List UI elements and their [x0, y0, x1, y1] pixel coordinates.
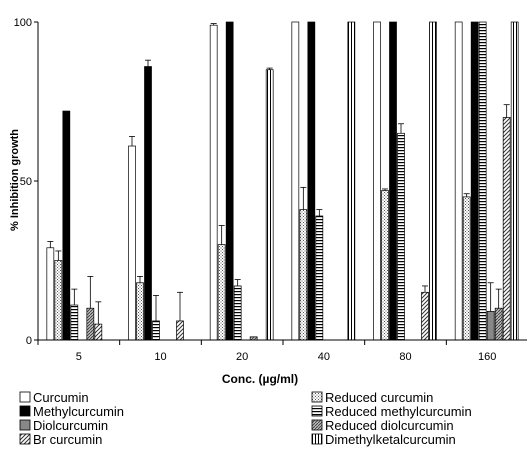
x-tick-label: 160 — [478, 351, 496, 363]
bar-br-curcumin-10 — [176, 320, 184, 341]
bar-dimethylketalcurcumin-160 — [510, 21, 519, 341]
bars-layer — [46, 21, 519, 341]
y-tick-label: 0 — [26, 335, 32, 347]
bar-methylcurcumin-20 — [225, 21, 234, 341]
bar-diolcurcumin-160 — [486, 311, 495, 341]
bar-reduced-curcumin-10 — [136, 282, 144, 341]
legend-entry: Diolcurcumin — [33, 418, 108, 433]
legend-swatch — [19, 391, 31, 403]
legend-swatch — [311, 419, 323, 431]
bar-dimethylketalcurcumin-20 — [265, 69, 274, 341]
bar-reduced-methylcurcumin-160 — [478, 21, 487, 341]
x-tick-label: 5 — [76, 351, 82, 363]
legend-entry: Methylcurcumin — [33, 404, 124, 419]
legend-entry: Curcumin — [33, 390, 89, 405]
bar-reduced-methylcurcumin-80 — [397, 132, 405, 341]
y-tick-label: 50 — [20, 176, 32, 188]
legend-entry: Reduced methylcurcumin — [325, 404, 472, 419]
bar-curcumin-80 — [373, 21, 381, 341]
bar-curcumin-40 — [291, 21, 300, 341]
x-tick-label: 20 — [236, 351, 248, 363]
axes-layer: 0 50 100 5 10 20 40 80 160 — [14, 17, 527, 363]
bar-curcumin-5 — [46, 247, 55, 341]
x-tick-label: 80 — [399, 351, 411, 363]
legend-entry: Br curcumin — [33, 432, 102, 447]
bar-curcumin-20 — [209, 24, 218, 341]
legend-entry: Dimethylketalcurcumin — [325, 432, 456, 447]
bar-br-curcumin-5 — [94, 323, 103, 341]
bar-methylcurcumin-40 — [307, 21, 316, 341]
legend: Curcumin Reduced curcumin Methylcurcumin Re… — [19, 390, 472, 447]
bar-methylcurcumin-5 — [62, 110, 71, 341]
legend-swatch — [311, 405, 323, 417]
bar-reduced-diolcurcumin-5 — [86, 307, 95, 341]
bar-reduced-diolcurcumin-160 — [494, 307, 503, 341]
bar-br-curcumin-80 — [421, 291, 429, 341]
bar-reduced-curcumin-80 — [381, 190, 389, 341]
y-tick-label: 100 — [14, 17, 32, 29]
bar-reduced-curcumin-40 — [299, 209, 308, 341]
legend-swatch — [311, 391, 323, 403]
legend-swatch — [19, 405, 31, 417]
bar-reduced-methylcurcumin-5 — [70, 304, 79, 341]
bar-reduced-curcumin-5 — [54, 260, 63, 341]
bar-dimethylketalcurcumin-40 — [347, 21, 356, 341]
bar-br-curcumin-160 — [502, 117, 511, 341]
bar-reduced-methylcurcumin-10 — [152, 320, 160, 341]
bar-curcumin-160 — [454, 21, 463, 341]
bar-methylcurcumin-10 — [144, 66, 152, 341]
legend-swatch — [19, 433, 31, 445]
x-axis-label: Conc. (µg/ml) — [222, 372, 298, 386]
bar-methylcurcumin-80 — [389, 21, 397, 341]
y-axis-label: % Inhibition growth — [9, 129, 21, 231]
bar-reduced-methylcurcumin-20 — [233, 285, 242, 341]
x-tick-label: 10 — [154, 351, 166, 363]
bar-methylcurcumin-160 — [470, 21, 479, 341]
bar-curcumin-10 — [128, 145, 136, 341]
bar-reduced-curcumin-20 — [217, 244, 226, 341]
legend-entry: Reduced diolcurcumin — [325, 418, 454, 433]
x-tick-label: 40 — [318, 351, 330, 363]
bar-dimethylketalcurcumin-80 — [429, 21, 437, 341]
bar-reduced-curcumin-160 — [462, 196, 471, 341]
bar-reduced-methylcurcumin-40 — [315, 215, 324, 341]
legend-entry: Reduced curcumin — [325, 390, 433, 405]
legend-swatch — [311, 433, 323, 445]
legend-swatch — [19, 419, 31, 431]
